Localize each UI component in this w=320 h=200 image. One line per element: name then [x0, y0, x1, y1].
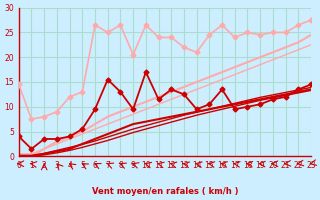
- X-axis label: Vent moyen/en rafales ( km/h ): Vent moyen/en rafales ( km/h ): [92, 187, 238, 196]
